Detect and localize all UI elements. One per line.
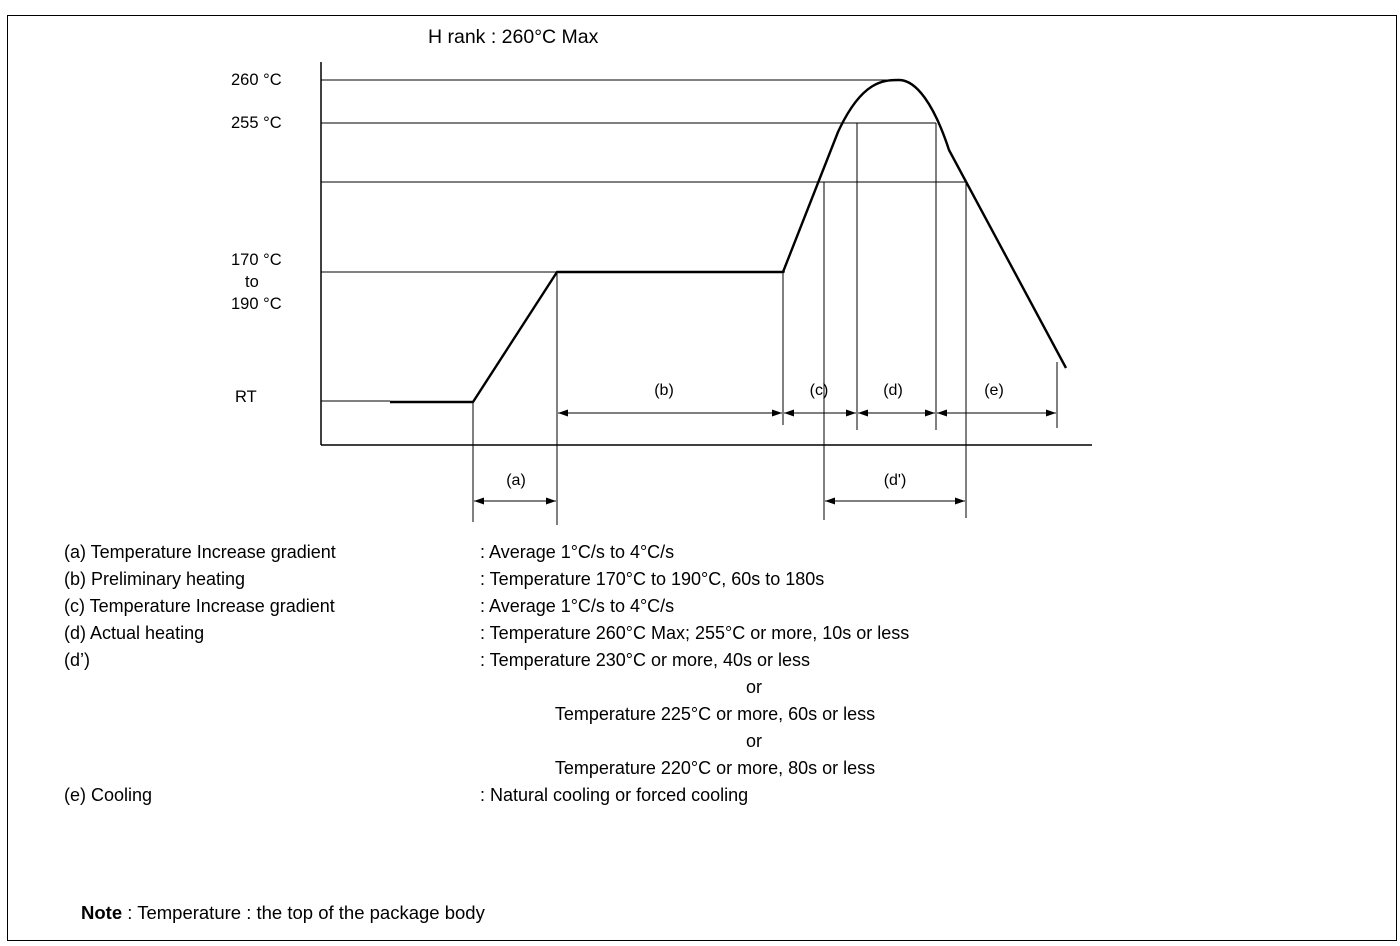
legend-value: : Average 1°C/s to 4°C/s <box>480 542 675 562</box>
interval-label-c: (c) <box>810 382 829 399</box>
profile-curve <box>390 78 1068 404</box>
legend-or: or <box>745 677 762 697</box>
legend-value: : Average 1°C/s to 4°C/s <box>480 596 675 616</box>
note-text: : Temperature : the top of the package b… <box>122 902 485 923</box>
y-label-260: 260 °C <box>231 71 282 89</box>
legend-key: (d) Actual heating <box>64 623 205 643</box>
y-label-rt: RT <box>235 388 257 406</box>
legend-value: : Temperature 170°C to 190°C, 60s to 180… <box>480 569 825 589</box>
note: Note : Temperature : the top of the pack… <box>81 902 485 924</box>
legend-key: (e) Cooling <box>64 785 153 805</box>
legend-or: or <box>745 731 762 751</box>
interval-label-a: (a) <box>506 472 526 489</box>
diagram-frame <box>7 15 1397 941</box>
legend-key: (c) Temperature Increase gradient <box>64 596 335 616</box>
diagram-title: H rank : 260°C Max <box>428 26 599 48</box>
legend-key: (a) Temperature Increase gradient <box>64 542 336 562</box>
y-label-preheat-to: to <box>245 273 259 291</box>
interval-label-d: (d) <box>883 382 903 399</box>
note-label: Note <box>81 902 123 923</box>
interval-label-e: (e) <box>984 382 1004 399</box>
y-label-preheat-high: 190 °C <box>231 295 282 313</box>
legend-value: : Temperature 230°C or more, 40s or less <box>480 650 811 670</box>
y-label-255: 255 °C <box>231 114 282 132</box>
y-label-preheat-low: 170 °C <box>231 251 282 269</box>
legend-alt-value: Temperature 220°C or more, 80s or less <box>554 758 876 778</box>
interval-label-b: (b) <box>654 382 674 399</box>
legend-key: (b) Preliminary heating <box>64 569 246 589</box>
interval-label-dprime: (d') <box>884 472 907 489</box>
legend-key: (d’) <box>64 650 90 670</box>
legend-value: : Temperature 260°C Max; 255°C or more, … <box>480 623 910 643</box>
legend-alt-value: Temperature 225°C or more, 60s or less <box>554 704 876 724</box>
legend-value: : Natural cooling or forced cooling <box>480 785 749 805</box>
